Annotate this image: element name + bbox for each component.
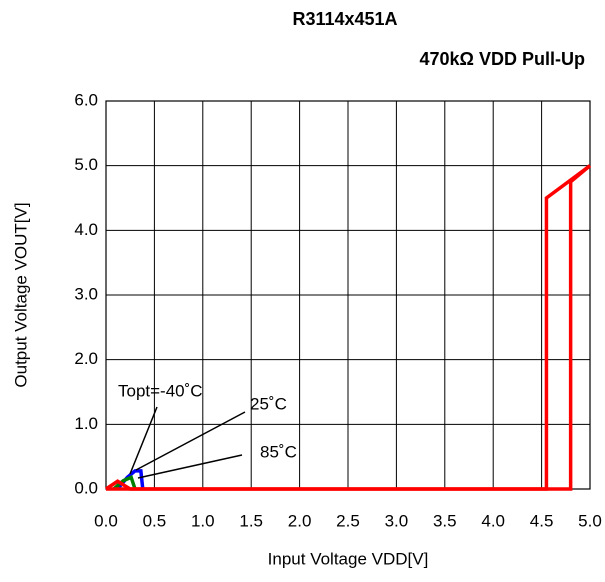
y-tick-label: 4.0 [74, 220, 98, 239]
series-line [112, 475, 137, 491]
y-tick-label: 0.0 [74, 478, 98, 497]
x-tick-label: 2.0 [288, 511, 312, 530]
x-tick-label: 5.0 [578, 511, 602, 530]
y-tick-label: 1.0 [74, 414, 98, 433]
y-tick-label: 6.0 [74, 90, 98, 109]
y-tick-label: 2.0 [74, 349, 98, 368]
x-tick-label: 0.0 [94, 511, 118, 530]
x-tick-label: 3.0 [385, 511, 409, 530]
x-tick-label: 0.5 [143, 511, 167, 530]
x-tick-label: 2.5 [336, 511, 360, 530]
chart-title: R3114x451A [292, 9, 397, 29]
y-tick-label: 5.0 [74, 155, 98, 174]
x-tick-label: 3.5 [433, 511, 457, 530]
annotation-leader [129, 406, 158, 475]
x-tick-label: 1.5 [239, 511, 263, 530]
y-tick-label: 3.0 [74, 284, 98, 303]
annotation: 25˚C [250, 394, 287, 413]
x-axis-label: Input Voltage VDD[V] [268, 549, 429, 568]
annotation: Topt=-40˚C [118, 381, 203, 400]
x-tick-label: 4.5 [530, 511, 554, 530]
chart-subtitle: 470kΩ VDD Pull-Up [420, 49, 585, 69]
x-tick-label: 1.0 [191, 511, 215, 530]
annotation-leader [137, 454, 243, 479]
y-axis-label: Output Voltage VOUT[V] [11, 202, 30, 387]
series-line [106, 164, 592, 491]
x-tick-label: 4.0 [481, 511, 505, 530]
annotation: 85˚C [260, 442, 297, 461]
annotation-leader [135, 411, 246, 471]
